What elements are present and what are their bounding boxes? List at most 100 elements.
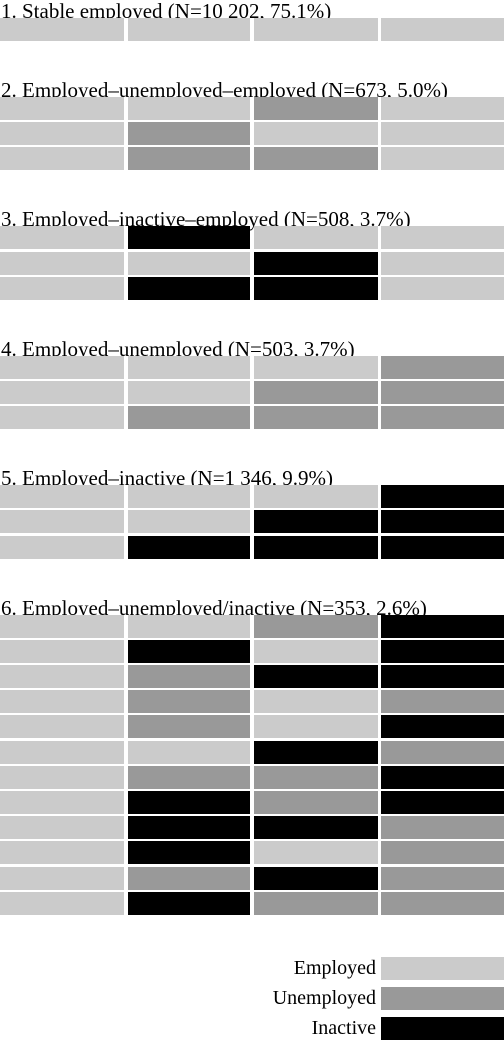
sequence-cell-inactive bbox=[254, 741, 378, 764]
sequence-cell-employed bbox=[381, 97, 504, 120]
sequence-cell-inactive bbox=[254, 665, 378, 688]
sequence-cell-employed bbox=[254, 715, 378, 738]
sequence-cell-employed bbox=[0, 665, 124, 688]
sequence-cell-employed bbox=[254, 226, 378, 249]
legend-label-unemployed: Unemployed bbox=[272, 987, 376, 1009]
sequence-cell-employed bbox=[254, 841, 378, 864]
sequence-cell-unemployed bbox=[128, 406, 250, 429]
sequence-cell-unemployed bbox=[381, 381, 504, 404]
sequence-cell-inactive bbox=[381, 665, 504, 688]
sequence-cell-unemployed bbox=[381, 867, 504, 890]
sequence-cell-employed bbox=[0, 356, 124, 379]
sequence-cell-employed bbox=[0, 97, 124, 120]
sequence-cell-unemployed bbox=[254, 381, 378, 404]
sequence-cell-employed bbox=[0, 841, 124, 864]
sequence-cell-employed bbox=[128, 741, 250, 764]
sequence-cell-inactive bbox=[128, 841, 250, 864]
sequence-cell-employed bbox=[254, 640, 378, 663]
sequence-cell-employed bbox=[254, 356, 378, 379]
sequence-cell-inactive bbox=[128, 791, 250, 814]
sequence-cell-inactive bbox=[254, 816, 378, 839]
sequence-cell-unemployed bbox=[381, 690, 504, 713]
sequence-cell-employed bbox=[381, 252, 504, 275]
sequence-cell-inactive bbox=[254, 277, 378, 300]
sequence-cell-unemployed bbox=[254, 766, 378, 789]
sequence-cell-employed bbox=[0, 715, 124, 738]
cluster-title: 3. Employed–inactive–employed (N=508, 3.… bbox=[1, 207, 411, 232]
sequence-cell-inactive bbox=[381, 615, 504, 638]
sequence-cell-employed bbox=[254, 122, 378, 145]
sequence-cell-inactive bbox=[128, 816, 250, 839]
sequence-cell-inactive bbox=[254, 536, 378, 559]
sequence-cell-unemployed bbox=[254, 97, 378, 120]
sequence-cell-employed bbox=[0, 277, 124, 300]
sequence-cell-unemployed bbox=[128, 665, 250, 688]
sequence-cell-inactive bbox=[381, 640, 504, 663]
sequence-cell-inactive bbox=[381, 510, 504, 533]
sequence-cell-unemployed bbox=[254, 892, 378, 915]
sequence-cell-inactive bbox=[381, 715, 504, 738]
sequence-cell-employed bbox=[0, 406, 124, 429]
sequence-cell-employed bbox=[254, 485, 378, 508]
sequence-cell-employed bbox=[128, 485, 250, 508]
sequence-cell-unemployed bbox=[254, 406, 378, 429]
sequence-cell-unemployed bbox=[128, 867, 250, 890]
legend-swatch-unemployed bbox=[381, 987, 504, 1010]
legend-swatch-inactive bbox=[381, 1017, 504, 1040]
sequence-cell-employed bbox=[0, 147, 124, 170]
sequence-cell-employed bbox=[0, 381, 124, 404]
sequence-cell-employed bbox=[381, 122, 504, 145]
sequence-cell-employed bbox=[128, 381, 250, 404]
sequence-cell-unemployed bbox=[381, 741, 504, 764]
sequence-cell-inactive bbox=[381, 536, 504, 559]
sequence-cell-unemployed bbox=[254, 791, 378, 814]
sequence-cell-employed bbox=[128, 510, 250, 533]
sequence-cell-employed bbox=[381, 18, 504, 41]
sequence-cell-employed bbox=[0, 122, 124, 145]
sequence-cell-employed bbox=[0, 252, 124, 275]
cluster-title: 6. Employed–unemployed/inactive (N=353, … bbox=[1, 595, 427, 620]
sequence-cell-employed bbox=[0, 485, 124, 508]
sequence-cell-employed bbox=[0, 226, 124, 249]
sequence-cell-employed bbox=[381, 226, 504, 249]
sequence-cell-employed bbox=[128, 97, 250, 120]
sequence-cell-employed bbox=[0, 690, 124, 713]
sequence-cell-employed bbox=[0, 816, 124, 839]
sequence-cell-unemployed bbox=[128, 147, 250, 170]
cluster-title: 1. Stable employed (N=10 202, 75.1%) bbox=[1, 0, 332, 23]
sequence-cell-inactive bbox=[381, 791, 504, 814]
legend-swatch-employed bbox=[381, 957, 504, 980]
sequence-cell-employed bbox=[0, 536, 124, 559]
sequence-cell-employed bbox=[0, 892, 124, 915]
sequence-cell-inactive bbox=[128, 277, 250, 300]
sequence-cell-employed bbox=[0, 615, 124, 638]
sequence-cell-unemployed bbox=[128, 690, 250, 713]
sequence-cell-employed bbox=[0, 640, 124, 663]
sequence-cell-employed bbox=[0, 510, 124, 533]
sequence-cell-inactive bbox=[381, 485, 504, 508]
sequence-cell-unemployed bbox=[254, 147, 378, 170]
sequence-cell-unemployed bbox=[128, 122, 250, 145]
sequence-cell-inactive bbox=[128, 226, 250, 249]
legend-label-inactive: Inactive bbox=[311, 1017, 376, 1039]
cluster-title: 2. Employed–unemployed–employed (N=673, … bbox=[1, 78, 448, 102]
sequence-cell-employed bbox=[254, 690, 378, 713]
sequence-cell-unemployed bbox=[381, 356, 504, 379]
sequence-cell-employed bbox=[128, 615, 250, 638]
sequence-cell-employed bbox=[0, 741, 124, 764]
sequence-cell-employed bbox=[381, 277, 504, 300]
sequence-cell-employed bbox=[0, 867, 124, 890]
legend-label-employed: Employed bbox=[293, 957, 376, 979]
sequence-cell-inactive bbox=[381, 766, 504, 789]
sequence-cell-inactive bbox=[128, 536, 250, 559]
sequence-cell-employed bbox=[128, 356, 250, 379]
sequence-cell-unemployed bbox=[381, 841, 504, 864]
sequence-cell-inactive bbox=[128, 640, 250, 663]
sequence-cell-unemployed bbox=[381, 816, 504, 839]
sequence-cell-employed bbox=[381, 147, 504, 170]
cluster-title: 5. Employed–inactive (N=1 346, 9.9%) bbox=[1, 466, 334, 491]
sequence-cell-unemployed bbox=[381, 406, 504, 429]
sequence-cell-employed bbox=[0, 766, 124, 789]
sequence-cell-employed bbox=[0, 791, 124, 814]
